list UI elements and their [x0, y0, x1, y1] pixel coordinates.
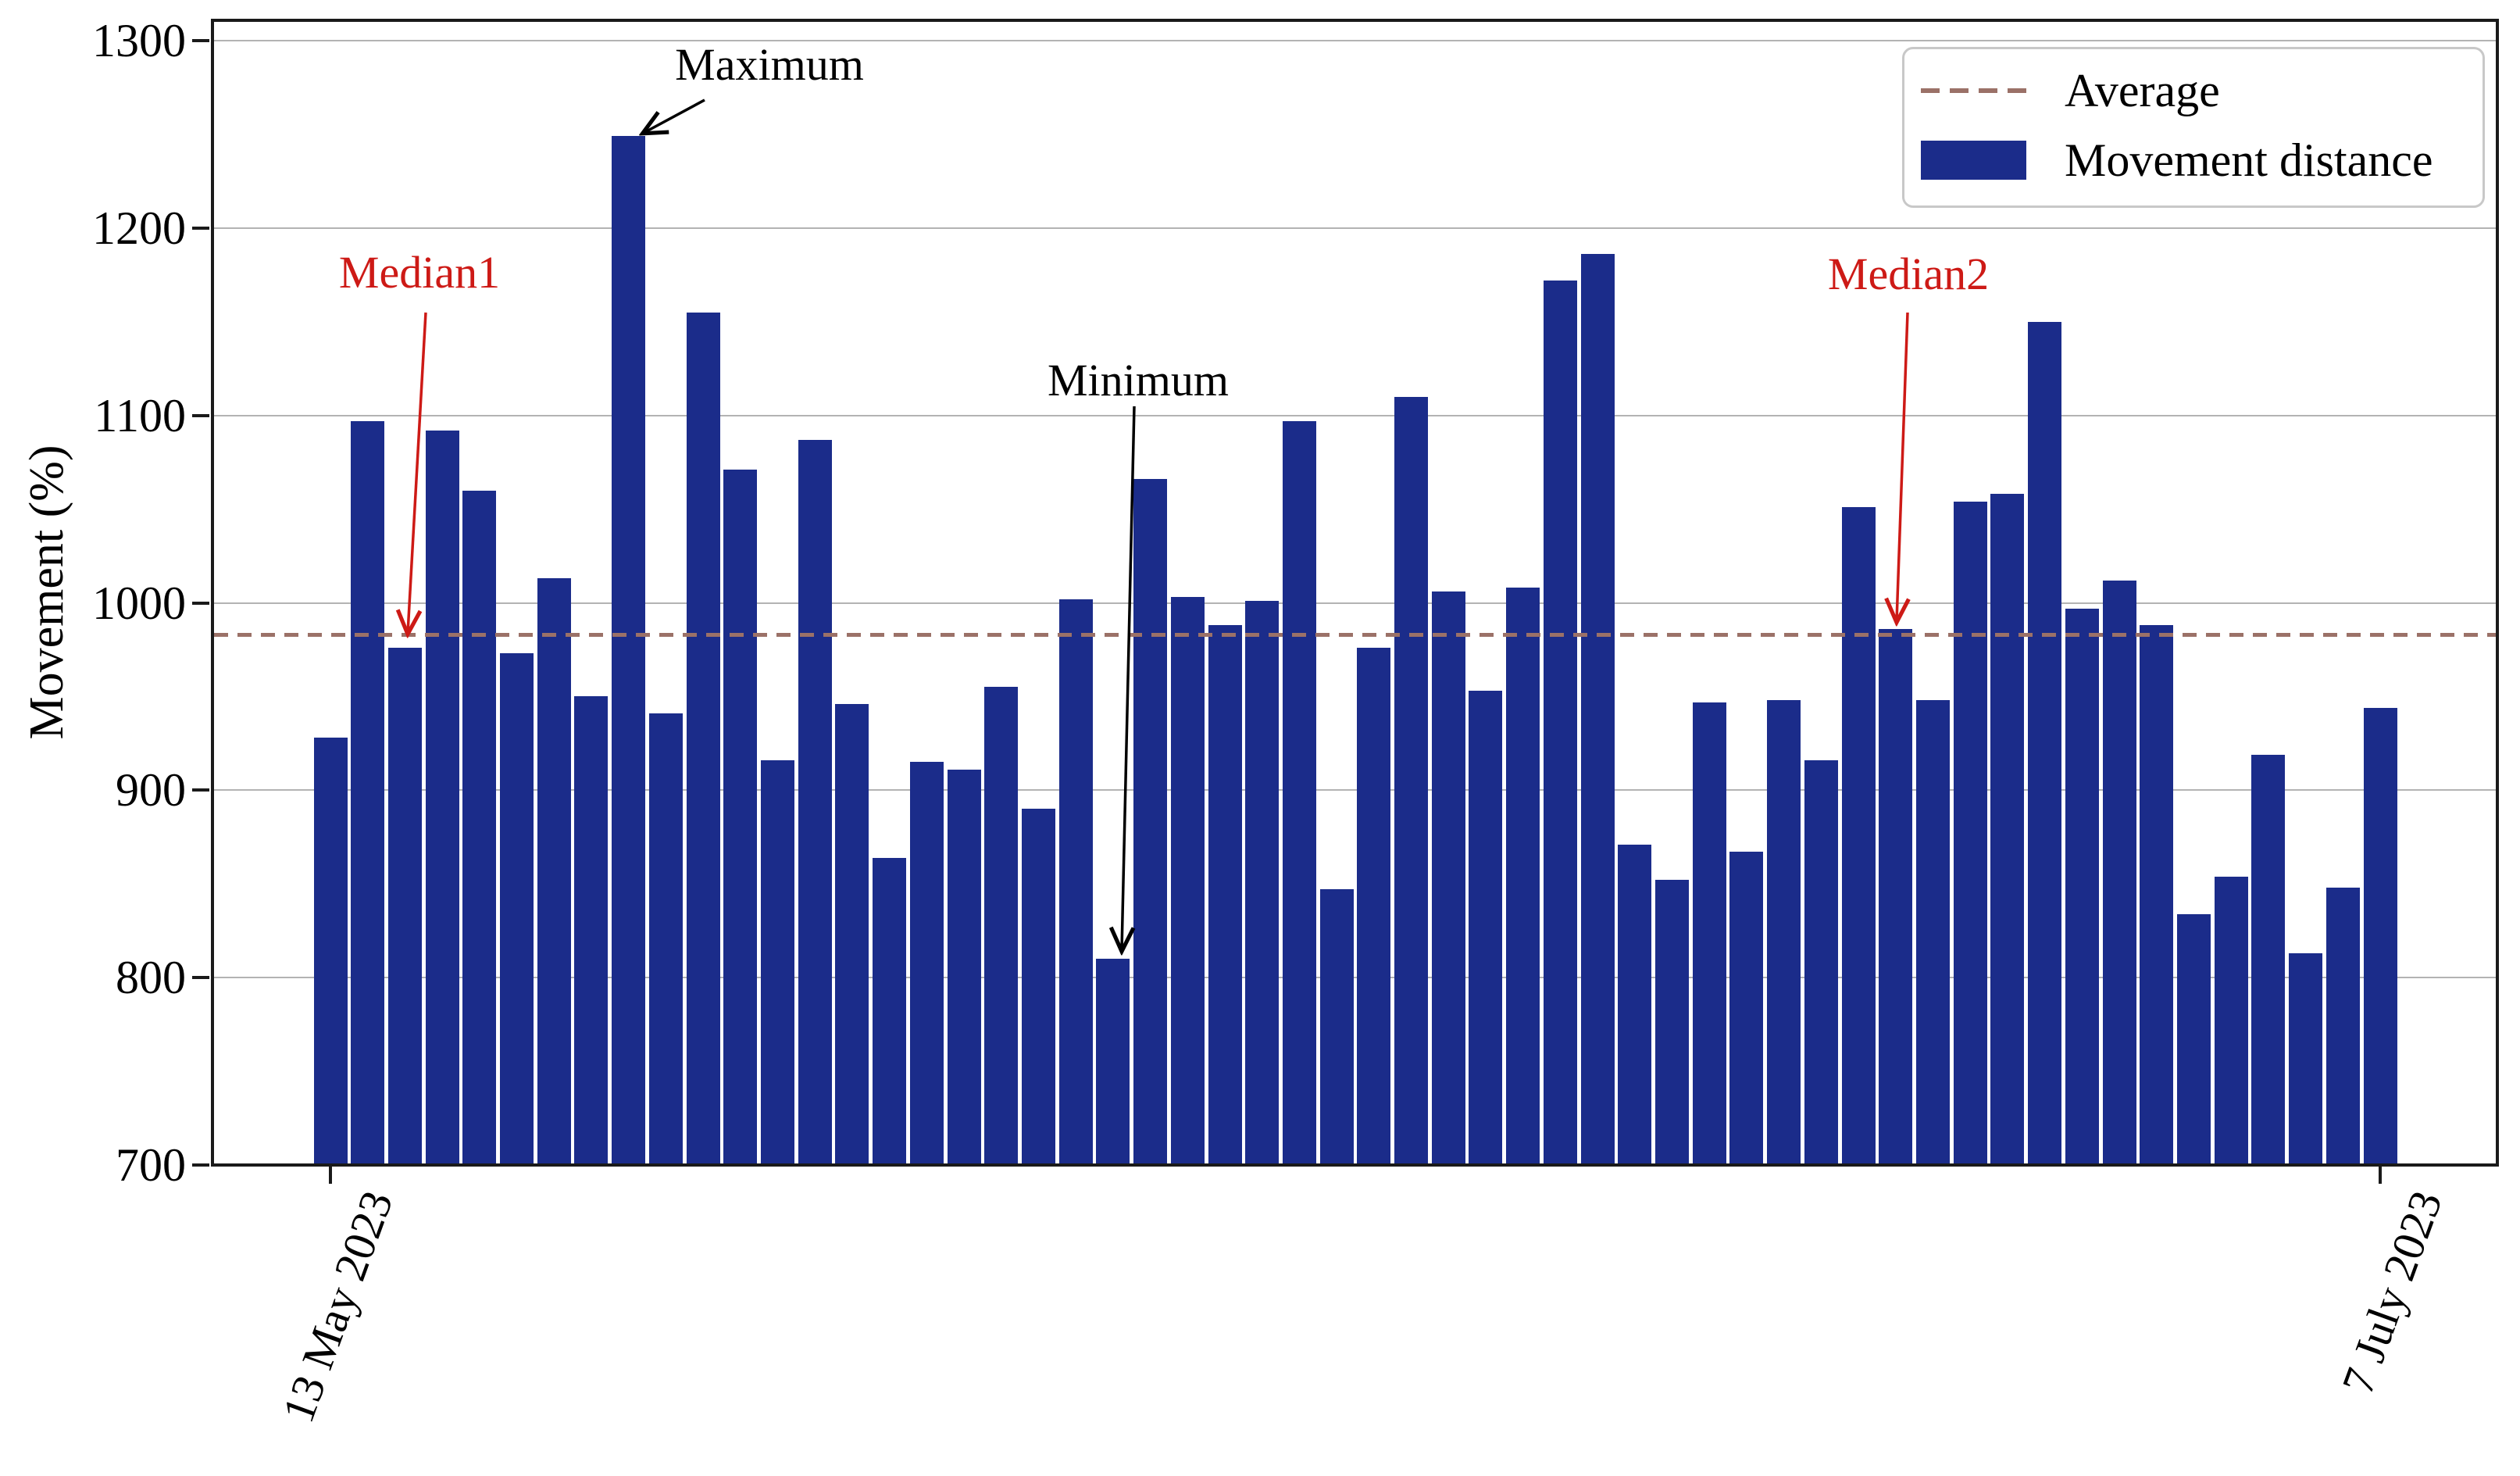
bar-17	[909, 762, 944, 1163]
bar-46	[1990, 494, 2025, 1163]
bar-21	[1058, 599, 1093, 1163]
bar-7	[537, 578, 571, 1163]
bar-51	[2176, 913, 2211, 1163]
maximum-annotation-label: Maximum	[675, 39, 864, 90]
bar-9	[612, 136, 646, 1163]
bar-36	[1618, 844, 1652, 1163]
bar-52	[2214, 876, 2248, 1163]
bar-5	[462, 490, 497, 1163]
bar-47	[2028, 321, 2062, 1163]
y-tick-1000	[192, 601, 209, 605]
bar-31	[1431, 591, 1465, 1163]
bar-48	[2065, 608, 2099, 1163]
bar-42	[1841, 507, 1876, 1163]
bar-23	[1133, 479, 1168, 1163]
bar-13	[761, 759, 794, 1163]
bar-30	[1394, 396, 1429, 1163]
y-tick-1300	[192, 39, 209, 42]
bar-11	[686, 312, 720, 1163]
bar-12	[723, 470, 758, 1163]
y-tick-label-1100: 1100	[94, 389, 186, 441]
minimum-annotation-label: Minimum	[1047, 355, 1230, 406]
maximum-arrow	[644, 98, 705, 133]
bar-34	[1543, 280, 1577, 1163]
bar-41	[1804, 759, 1838, 1163]
median2-annotation-label: Median2	[1827, 248, 1990, 299]
bar-53	[2251, 754, 2286, 1163]
y-tick-label-1200: 1200	[92, 202, 186, 254]
bar-4	[425, 430, 459, 1163]
bar-6	[500, 653, 534, 1163]
bar-35	[1580, 254, 1615, 1163]
gridline-900	[214, 789, 2496, 792]
bar-24	[1170, 597, 1205, 1163]
bar-15	[835, 704, 869, 1163]
bar-39	[1729, 852, 1764, 1163]
legend: Average Movement distance	[1902, 47, 2485, 208]
bar-26	[1245, 601, 1280, 1163]
bar-44	[1915, 700, 1950, 1163]
bar-22	[1096, 959, 1130, 1163]
legend-label-movement-distance: Movement distance	[2065, 134, 2433, 186]
gridline-1000	[214, 602, 2496, 604]
bar-27	[1282, 420, 1316, 1163]
bar-19	[984, 687, 1019, 1163]
y-tick-700	[192, 1163, 209, 1167]
bar-14	[798, 439, 832, 1163]
y-tick-800	[192, 976, 209, 980]
bar-8	[574, 696, 609, 1163]
average-dashed-line	[214, 633, 2496, 638]
bar-49	[2102, 580, 2136, 1163]
bar-45	[1953, 501, 1987, 1163]
bar-2	[351, 420, 385, 1163]
movement-distance-legend-swatch	[1921, 141, 2026, 180]
gridline-1200	[214, 227, 2496, 229]
bar-32	[1469, 691, 1503, 1163]
bar-37	[1655, 880, 1690, 1163]
bar-38	[1692, 702, 1726, 1163]
bar-1	[313, 738, 348, 1163]
bar-55	[2325, 888, 2360, 1163]
y-tick-1200	[192, 226, 209, 230]
bar-3	[387, 648, 422, 1163]
y-tick-label-800: 800	[116, 952, 186, 1004]
bar-16	[873, 857, 907, 1163]
bar-20	[1021, 809, 1055, 1163]
median1-annotation-label: Median1	[338, 247, 501, 298]
gridline-1100	[214, 414, 2496, 416]
x-tick-last	[2379, 1167, 2382, 1184]
bar-25	[1208, 625, 1242, 1163]
bar-29	[1357, 648, 1391, 1163]
minimum-arrow	[1122, 406, 1136, 950]
bar-43	[1879, 629, 1913, 1163]
bar-18	[947, 769, 981, 1163]
average-line-legend-swatch	[1921, 88, 2026, 93]
y-tick-label-1000: 1000	[92, 577, 186, 629]
bar-40	[1767, 700, 1801, 1163]
gridline-1300	[214, 40, 2496, 41]
bar-33	[1506, 588, 1540, 1163]
bar-10	[648, 713, 683, 1163]
bar-28	[1319, 889, 1354, 1163]
bar-56	[2363, 707, 2397, 1163]
median1-arrow	[408, 312, 427, 633]
y-tick-1100	[192, 413, 209, 417]
median2-arrow	[1897, 312, 1908, 621]
y-tick-900	[192, 788, 209, 792]
y-tick-label-700: 700	[116, 1139, 186, 1191]
legend-label-average: Average	[2065, 65, 2220, 116]
bar-50	[2140, 625, 2174, 1163]
y-tick-label-900: 900	[116, 764, 186, 817]
x-tick-first	[329, 1167, 332, 1184]
bar-54	[2289, 952, 2323, 1163]
y-tick-label-1300: 1300	[92, 15, 186, 66]
gridline-800	[214, 977, 2496, 979]
